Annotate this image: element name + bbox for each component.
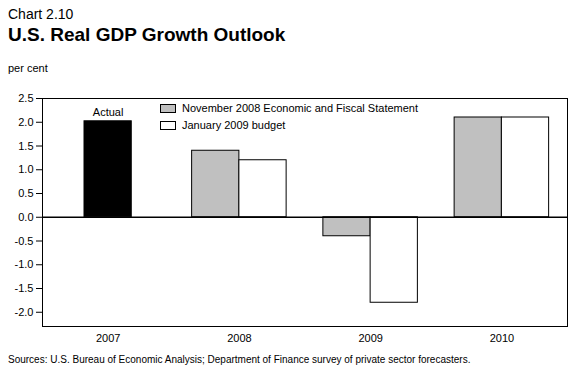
html-text:November 2008 Economic and Fis: November 2008 Economic and Fiscal Statem… (182, 102, 418, 114)
svg-text:2007: 2007 (96, 332, 120, 344)
svg-text:0.5: 0.5 (18, 187, 33, 199)
svg-text:2.0: 2.0 (18, 116, 33, 128)
svg-text:0.0: 0.0 (18, 211, 33, 223)
svg-text:2.5: 2.5 (18, 92, 33, 104)
svg-text:-1.5: -1.5 (15, 282, 34, 294)
html-text:Chart 2.10: Chart 2.10 (8, 6, 74, 22)
svg-text:Actual: Actual (93, 106, 124, 118)
html-text:Sources: U.S. Bureau of Econom: Sources: U.S. Bureau of Economic Analysi… (8, 354, 471, 365)
svg-text:2010: 2010 (490, 332, 514, 344)
svg-text:-0.5: -0.5 (15, 235, 34, 247)
html-text:January 2009 budget: January 2009 budget (182, 119, 286, 131)
svg-text:-1.0: -1.0 (15, 258, 34, 270)
svg-text:2009: 2009 (358, 332, 382, 344)
svg-text:1.0: 1.0 (18, 163, 33, 175)
svg-text:-2.0: -2.0 (15, 306, 34, 318)
svg-text:2008: 2008 (227, 332, 251, 344)
html-text:U.S. Real GDP Growth Outlook: U.S. Real GDP Growth Outlook (8, 24, 286, 45)
html-text:per cent: per cent (8, 62, 48, 74)
svg-text:1.5: 1.5 (18, 140, 33, 152)
